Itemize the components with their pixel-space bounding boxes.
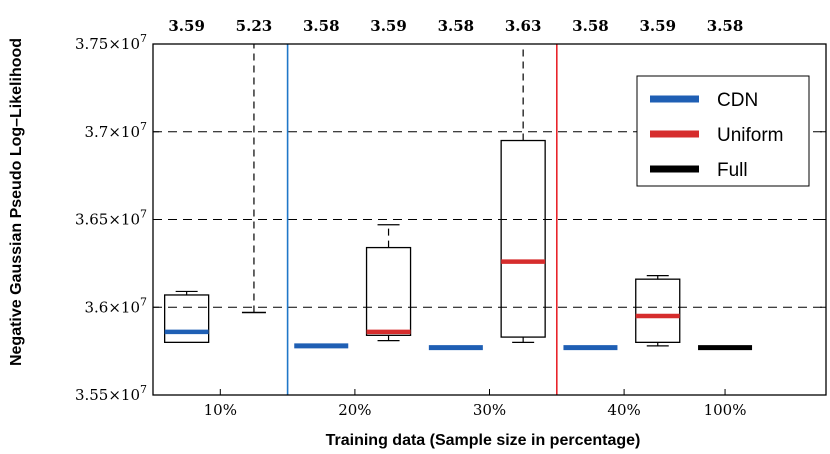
box-rect [163,294,210,343]
y-tick-mantissa: 3.75 [75,35,108,53]
y-tick-mantissa: 3.55 [75,386,108,404]
y-tick-label: 3.75×107 [75,32,147,53]
x-tick-label: 100% [704,401,747,419]
legend-label-cdn: CDN [717,90,758,111]
x-tick-label: 40% [607,401,640,419]
y-tick-exponent: 7 [140,383,147,396]
top-value-label: 3.58 [707,17,744,35]
y-tick-exponent: 7 [140,295,147,308]
top-value-label: 5.23 [236,17,273,35]
top-value-label: 3.59 [639,17,676,35]
y-tick-mantissa: 3.65 [75,211,108,229]
box-30pct-uniform [500,44,546,343]
x-tick-label: 10% [204,401,237,419]
box-10pct-cdn [163,290,210,343]
top-value-label: 3.58 [303,17,340,35]
box-rect [365,246,412,336]
top-value-label: 3.63 [505,17,542,35]
top-value-label: 3.58 [438,17,475,35]
y-tick-times: ×10 [108,298,140,316]
y-axis-label: Negative Gaussian Pseudo Log–Likelihood [8,38,25,366]
box-rect [635,278,681,344]
x-tick-label: 30% [473,401,506,419]
top-value-label: 3.59 [370,17,407,35]
y-tick-label: 3.65×107 [75,208,147,229]
legend: CDN Uniform Full [636,75,810,187]
top-value-label: 3.58 [572,17,609,35]
legend-label-uniform: Uniform [717,125,784,146]
y-tick-mantissa: 3.7 [84,123,108,141]
y-tick-times: ×10 [108,123,140,141]
box-rect [500,139,546,338]
y-tick-label: 3.6×107 [84,295,147,316]
y-tick-mantissa: 3.6 [84,298,108,316]
y-tick-label: 3.55×107 [75,383,147,404]
y-tick-exponent: 7 [140,208,147,221]
x-axis-label: Training data (Sample size in percentage… [326,432,641,449]
box-40pct-uniform [635,275,681,347]
y-tick-label: 3.7×107 [84,120,147,141]
y-tick-exponent: 7 [140,32,147,45]
y-tick-exponent: 7 [140,120,147,133]
box-10pct-uniform [241,44,266,314]
legend-label-full: Full [717,160,748,181]
y-tick-times: ×10 [108,211,140,229]
y-tick-times: ×10 [108,386,140,404]
box-20pct-uniform [365,224,412,342]
y-tick-times: ×10 [108,35,140,53]
top-value-label: 3.59 [168,17,205,35]
x-tick-label: 20% [338,401,371,419]
